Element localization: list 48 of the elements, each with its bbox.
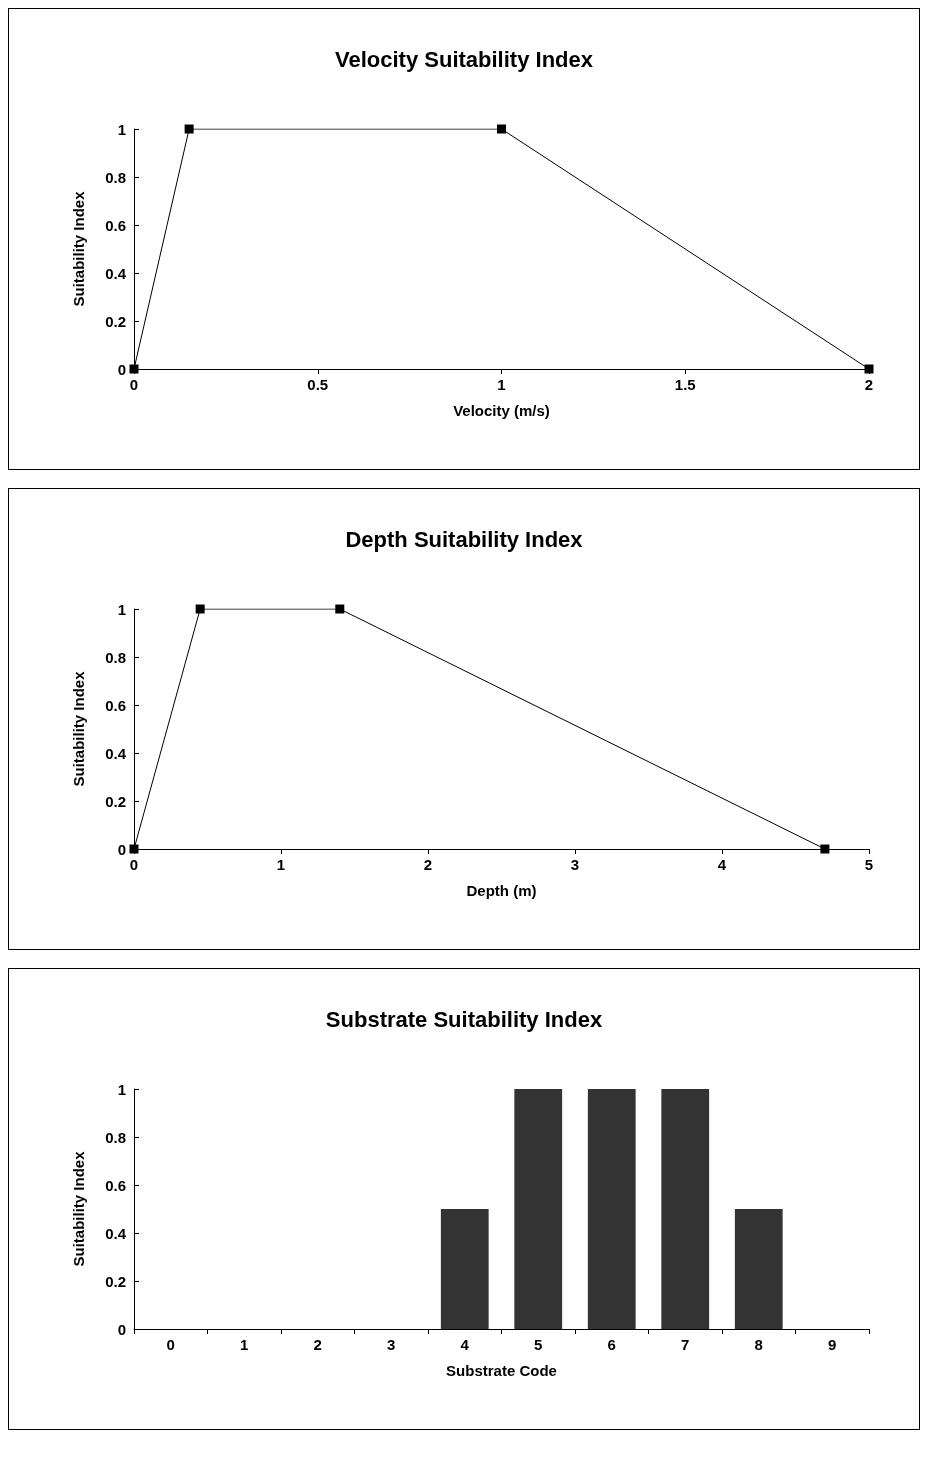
x-tick-label: 0 — [166, 1336, 175, 1353]
y-tick-label: 0.2 — [105, 792, 126, 810]
x-tick-label: 4 — [717, 856, 727, 873]
y-tick-label: 0.8 — [105, 1128, 126, 1146]
y-tick-label: 0.6 — [105, 216, 126, 234]
y-tick-label: 0.8 — [105, 648, 126, 666]
x-tick-label: 0 — [129, 376, 139, 393]
x-tick-label: 3 — [570, 856, 580, 873]
chart-title: Depth Suitability Index — [345, 526, 584, 552]
y-tick-label: 0.2 — [105, 1272, 126, 1290]
x-tick-label: 3 — [387, 1336, 396, 1353]
x-tick-label: 2 — [423, 856, 433, 873]
y-tick-label: 0.4 — [105, 1224, 127, 1242]
x-axis-title: Substrate Code — [446, 1362, 557, 1379]
x-axis-title: Velocity (m/s) — [453, 402, 550, 419]
chart-title: Substrate Suitability Index — [325, 1006, 603, 1032]
x-tick-label: 5 — [534, 1336, 543, 1353]
x-axis-title: Depth (m) — [466, 882, 537, 899]
y-tick-label: 0.4 — [105, 744, 127, 762]
x-tick-label: 7 — [681, 1336, 690, 1353]
y-axis-title: Suitability Index — [70, 670, 87, 787]
y-tick-label: 1 — [117, 120, 126, 138]
y-tick-label: 0.6 — [105, 696, 126, 714]
x-tick-label: 9 — [828, 1336, 837, 1353]
x-tick-label: 0.5 — [307, 376, 329, 393]
chart-title: Velocity Suitability Index — [335, 46, 594, 72]
y-tick-label: 1 — [117, 600, 126, 618]
x-tick-label: 1 — [276, 856, 286, 873]
y-axis-title: Suitability Index — [70, 190, 87, 307]
x-tick-label: 6 — [607, 1336, 616, 1353]
x-tick-label: 8 — [754, 1336, 763, 1353]
y-tick-label: 1 — [117, 1080, 126, 1098]
y-tick-label: 0.6 — [105, 1176, 126, 1194]
x-tick-label: 2 — [864, 376, 874, 393]
y-tick-label: 0.2 — [105, 312, 126, 330]
x-tick-label: 2 — [313, 1336, 322, 1353]
x-tick-label: 5 — [864, 856, 874, 873]
y-tick-label: 0.8 — [105, 168, 126, 186]
x-tick-label: 1 — [497, 376, 506, 393]
x-tick-label: 0 — [129, 856, 139, 873]
x-tick-label: 4 — [460, 1336, 470, 1353]
x-tick-label: 1 — [240, 1336, 249, 1353]
y-tick-label: 0 — [117, 1320, 126, 1338]
y-axis-title: Suitability Index — [70, 1150, 87, 1267]
y-tick-label: 0 — [117, 360, 126, 378]
y-tick-label: 0 — [117, 840, 126, 858]
y-tick-label: 0.4 — [105, 264, 127, 282]
x-tick-label: 1.5 — [674, 376, 696, 393]
